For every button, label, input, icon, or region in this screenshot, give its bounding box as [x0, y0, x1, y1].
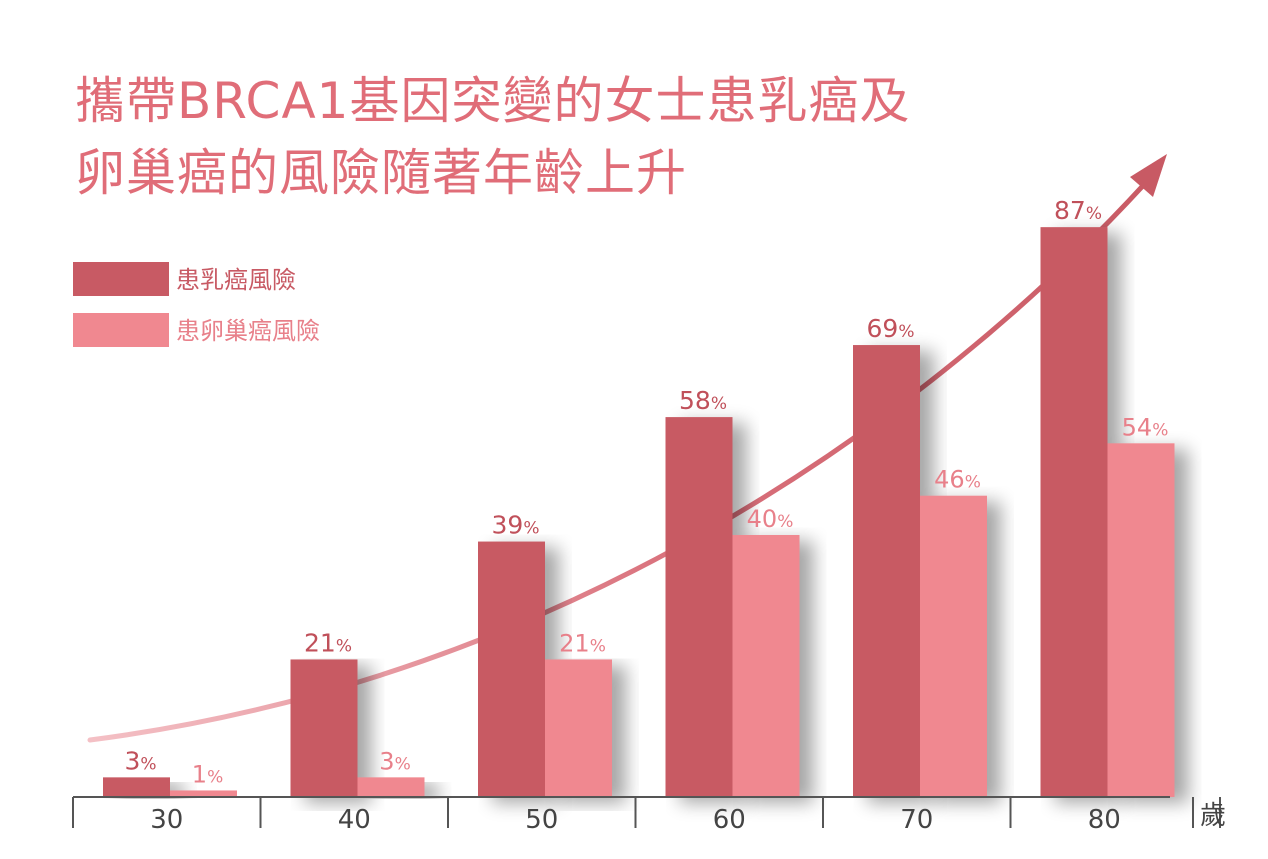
- bar-breast-50: [478, 541, 545, 797]
- value-label-ovarian-70: 46%: [934, 466, 981, 494]
- x-axis-unit-label: 歲: [1200, 801, 1226, 831]
- x-tick-label-70: 70: [900, 805, 933, 835]
- value-label-ovarian-60: 40%: [747, 505, 794, 533]
- x-axis-ticks: 30 40 50 60 70 80: [72, 797, 1221, 835]
- x-tick-label-80: 80: [1088, 805, 1121, 835]
- value-label-ovarian-30: 1%: [192, 760, 223, 788]
- bar-ovarian-50: [545, 659, 612, 797]
- trend-arrow: [87, 154, 1167, 743]
- value-label-breast-80: 87%: [1054, 196, 1102, 225]
- bars-layer: [103, 227, 1175, 797]
- legend-label-ovarian: 患卵巢癌風險: [176, 317, 320, 345]
- value-label-breast-30: 3%: [124, 746, 156, 775]
- x-tick-label-30: 30: [150, 805, 183, 835]
- value-label-breast-60: 58%: [679, 386, 727, 415]
- legend-swatch-breast: [73, 262, 169, 296]
- value-label-breast-70: 69%: [867, 314, 915, 343]
- bar-ovarian-80: [1107, 443, 1175, 797]
- legend: 患乳癌風險 患卵巢癌風險: [73, 262, 320, 347]
- value-label-ovarian-50: 21%: [559, 629, 606, 657]
- bar-ovarian-70: [920, 495, 987, 797]
- trend-arrowhead: [1130, 154, 1167, 197]
- bar-breast-60: [665, 417, 733, 797]
- bar-breast-80: [1040, 227, 1108, 797]
- legend-label-breast: 患乳癌風險: [176, 266, 296, 294]
- bar-ovarian-30: [170, 790, 237, 797]
- bar-ovarian-60: [732, 535, 800, 797]
- value-label-ovarian-40: 3%: [379, 747, 410, 775]
- x-tick-label-60: 60: [713, 805, 746, 835]
- trend-curve: [87, 175, 1153, 743]
- x-tick-label-50: 50: [525, 805, 558, 835]
- bar-breast-30: [103, 777, 170, 797]
- bar-breast-70: [853, 345, 920, 797]
- x-tick-label-40: 40: [338, 805, 371, 835]
- bar-ovarian-40: [357, 777, 425, 797]
- chart-title-line-2: 卵巢癌的風險隨著年齡上升: [75, 144, 687, 202]
- value-label-ovarian-80: 54%: [1122, 413, 1169, 441]
- bar-breast-40: [290, 659, 358, 797]
- legend-swatch-ovarian: [73, 313, 169, 347]
- value-label-breast-40: 21%: [304, 628, 352, 657]
- chart-title-line-1: 攜帶BRCA1基因突變的女士患乳癌及: [75, 72, 910, 130]
- value-labels-layer: 3% 1% 21% 3% 39% 21% 58% 40% 69% 46% 87% 54%: [124, 196, 1168, 788]
- value-label-breast-50: 39%: [492, 511, 540, 540]
